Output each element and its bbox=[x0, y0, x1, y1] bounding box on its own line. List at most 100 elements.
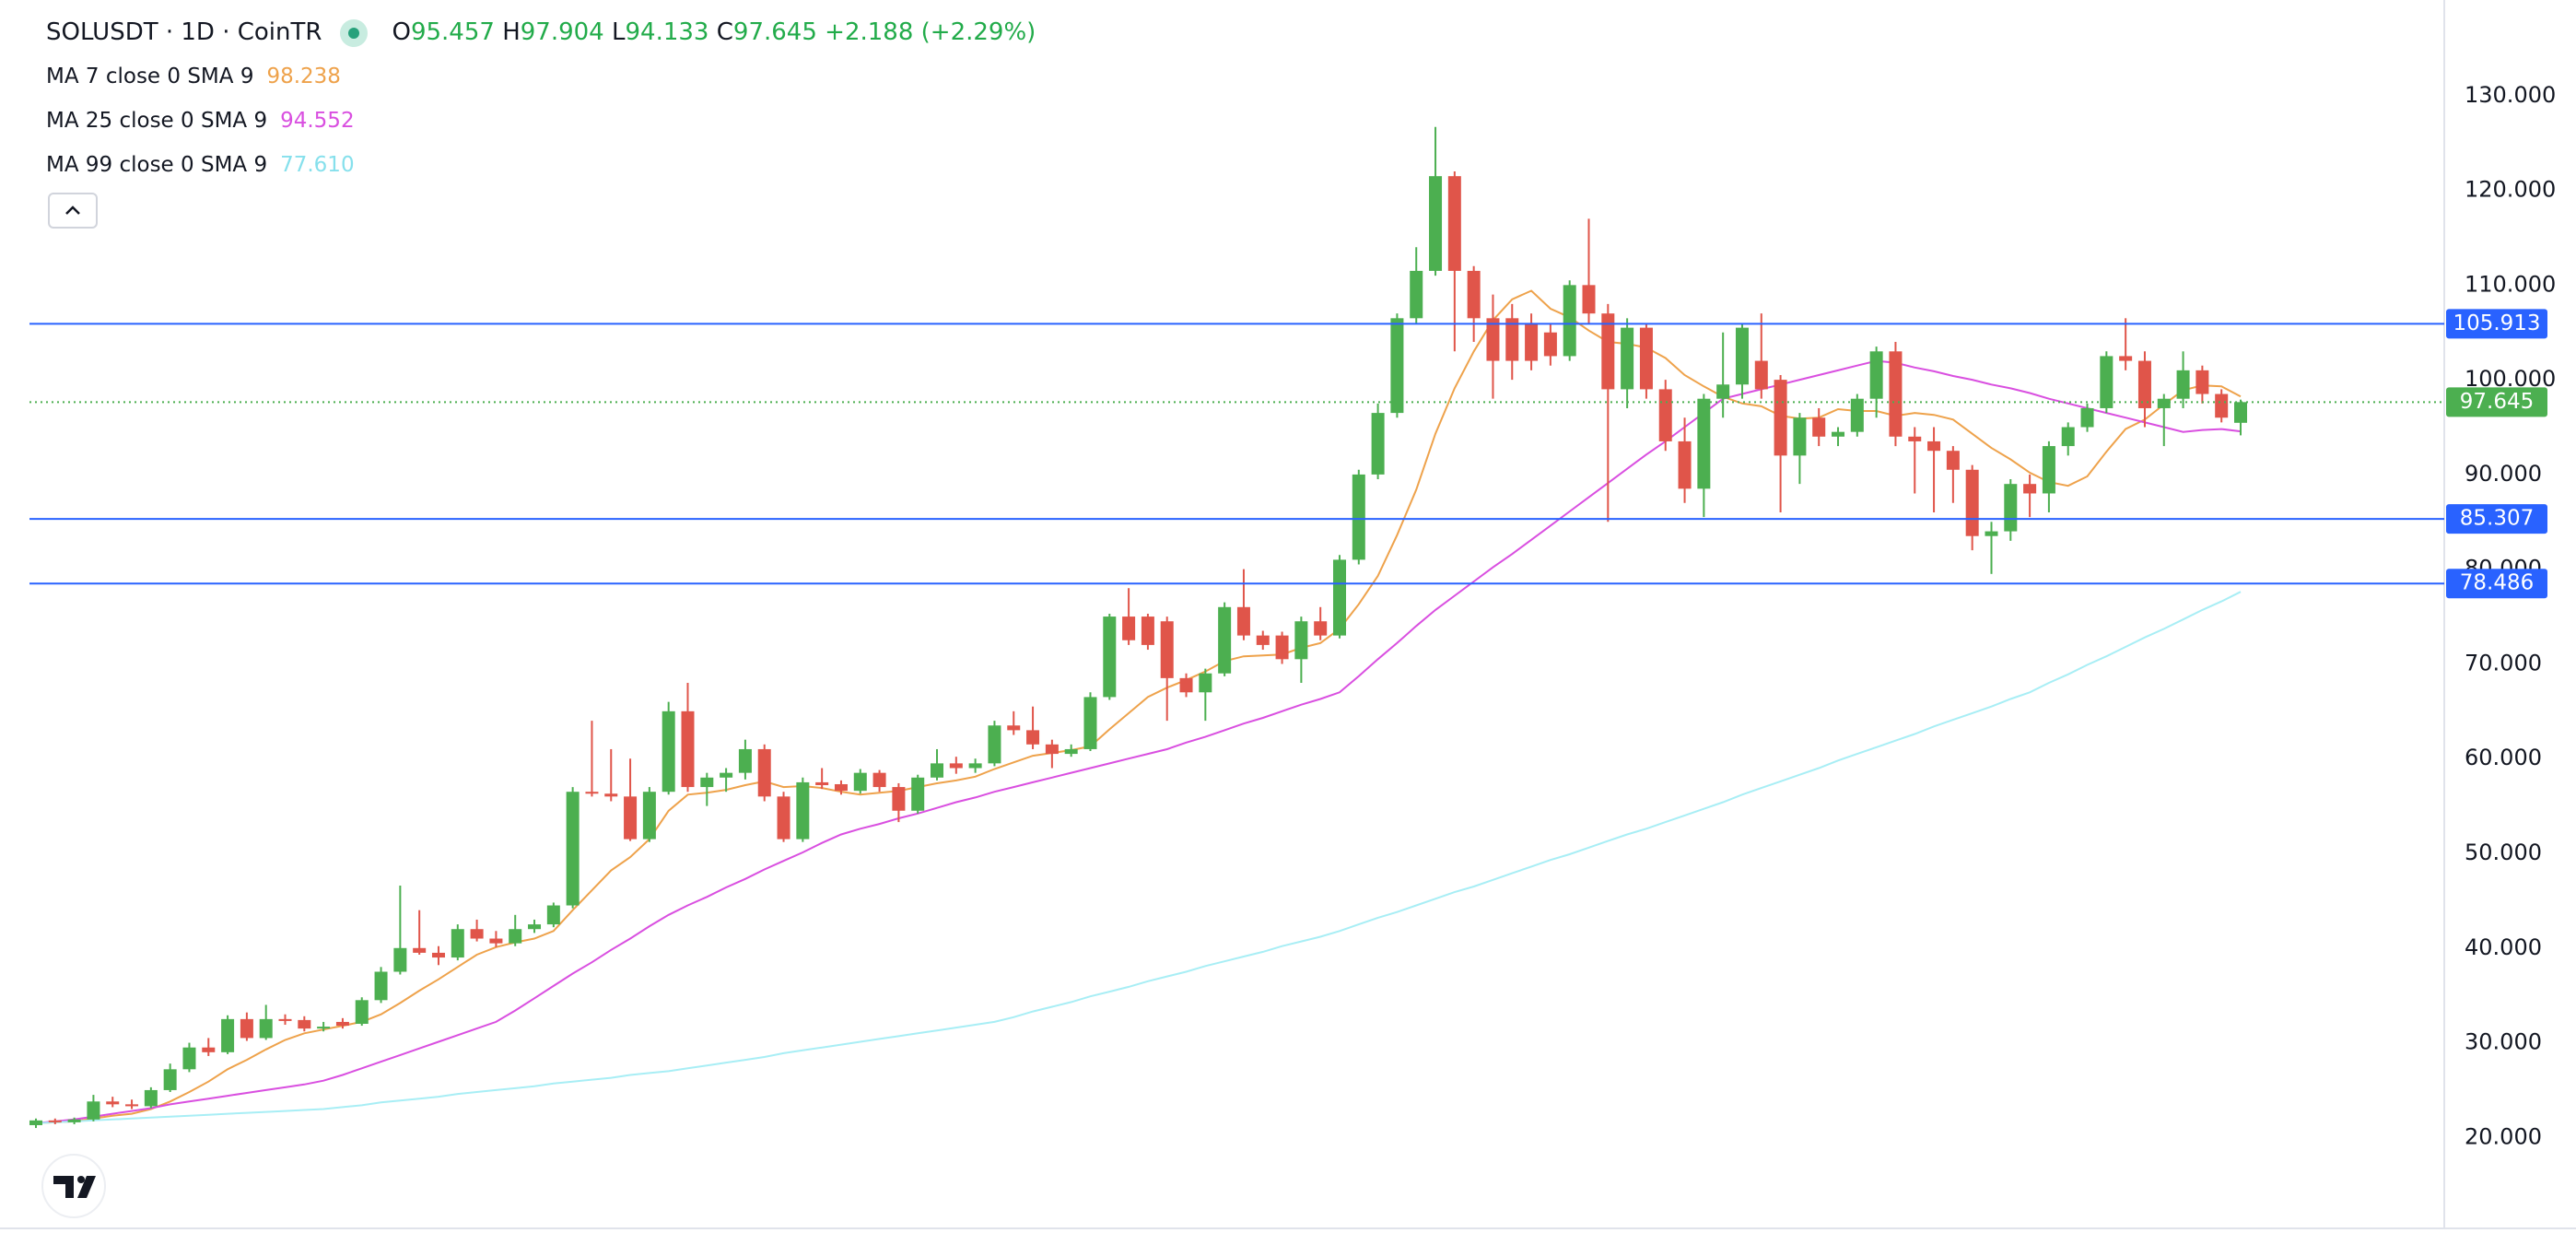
candle-body bbox=[566, 792, 580, 906]
candle-body bbox=[125, 1104, 139, 1107]
candle-body bbox=[1314, 621, 1328, 636]
candle-body bbox=[700, 777, 714, 788]
symbol: SOLUSDT · 1D · CoinTR bbox=[46, 18, 322, 46]
candle-body bbox=[777, 796, 790, 840]
candle-body bbox=[1467, 270, 1481, 319]
l-label: L bbox=[612, 18, 626, 46]
candle-body bbox=[2023, 484, 2037, 494]
candle-body bbox=[1447, 176, 1461, 271]
candle-body bbox=[1889, 351, 1903, 437]
candle-body bbox=[834, 783, 848, 792]
candle-body bbox=[298, 1019, 311, 1029]
collapse-button[interactable] bbox=[48, 193, 98, 229]
candle-body bbox=[509, 929, 522, 944]
candle-body bbox=[221, 1018, 235, 1052]
candle-body bbox=[489, 938, 503, 944]
candle-body bbox=[1946, 451, 1960, 470]
candle-body bbox=[2042, 446, 2055, 494]
candle-body bbox=[259, 1018, 273, 1039]
candle-body bbox=[681, 710, 695, 788]
tv-logo bbox=[41, 1154, 106, 1218]
l-value: 94.133 bbox=[625, 18, 709, 46]
last-price-label: 97.645 bbox=[2460, 390, 2534, 414]
y-tick-label: 120.000 bbox=[2465, 177, 2556, 203]
candle-body bbox=[1678, 440, 1692, 489]
candle-body bbox=[1543, 332, 1557, 357]
legend-value: 77.610 bbox=[280, 153, 355, 177]
candle-body bbox=[738, 748, 752, 773]
candle-body bbox=[1179, 677, 1193, 693]
candle-body bbox=[1658, 389, 1672, 441]
candle-body bbox=[1850, 398, 1864, 432]
level-label-box bbox=[2446, 309, 2547, 339]
symbol-header: SOLUSDT · 1D · CoinTR O95.457 H97.904 L94… bbox=[46, 18, 1036, 47]
y-tick-label: 60.000 bbox=[2465, 745, 2542, 770]
candle-body bbox=[29, 1120, 42, 1125]
candle-body bbox=[278, 1018, 292, 1021]
legend-value: 98.238 bbox=[266, 65, 341, 88]
legend-value: 94.552 bbox=[280, 109, 355, 133]
candle-body bbox=[1832, 431, 1845, 437]
candle-body bbox=[87, 1101, 100, 1120]
candle-body bbox=[1064, 748, 1078, 755]
legend-name: MA 7 close 0 SMA 9 bbox=[46, 65, 254, 88]
candle-body bbox=[67, 1119, 81, 1122]
candle-body bbox=[642, 792, 656, 840]
candle-body bbox=[2157, 398, 2171, 408]
candle-body bbox=[1199, 673, 1212, 693]
candle-body bbox=[1236, 606, 1250, 636]
candle-body bbox=[2195, 370, 2209, 394]
candle-body bbox=[1525, 323, 1539, 361]
y-tick-label: 50.000 bbox=[2465, 840, 2542, 865]
candle-body bbox=[1735, 327, 1749, 385]
h-label: H bbox=[502, 18, 521, 46]
candle-body bbox=[1486, 318, 1500, 361]
ma-line bbox=[35, 289, 2242, 1124]
candle-body bbox=[1410, 270, 1423, 319]
candle-body bbox=[1601, 313, 1615, 390]
candle-body bbox=[585, 792, 599, 794]
candle-body bbox=[2215, 393, 2229, 418]
legend-row: MA 99 close 0 SMA 9 77.610 bbox=[46, 153, 368, 177]
change: +2.188 bbox=[825, 18, 914, 46]
candle-body bbox=[604, 793, 618, 797]
candle-body bbox=[48, 1120, 62, 1122]
level-label: 85.307 bbox=[2460, 507, 2534, 531]
h-value: 97.904 bbox=[520, 18, 604, 46]
candle-body bbox=[1160, 621, 1174, 678]
candle-body bbox=[355, 1000, 369, 1025]
candle-body bbox=[1582, 285, 1596, 314]
candle-body bbox=[1122, 616, 1136, 640]
candle-body bbox=[528, 924, 542, 930]
candle-body bbox=[1141, 616, 1154, 645]
y-tick-label: 110.000 bbox=[2465, 271, 2556, 297]
candle-body bbox=[163, 1069, 177, 1090]
ma-line bbox=[35, 591, 2242, 1124]
candle-body bbox=[1256, 635, 1270, 645]
candle-body bbox=[1332, 559, 1346, 636]
candle-body bbox=[2061, 427, 2075, 447]
change-pct: (+2.29%) bbox=[920, 18, 1036, 46]
candle-body bbox=[911, 777, 925, 811]
candle-body bbox=[1083, 697, 1097, 749]
status-dot bbox=[340, 18, 369, 47]
candle-body bbox=[872, 772, 886, 788]
candle-body bbox=[2137, 360, 2151, 408]
candle-body bbox=[2176, 370, 2190, 399]
legend-name: MA 99 close 0 SMA 9 bbox=[46, 153, 268, 177]
legend-row: MA 7 close 0 SMA 9 98.238 bbox=[46, 65, 354, 88]
candle-body bbox=[182, 1047, 196, 1070]
level-label: 78.486 bbox=[2460, 571, 2534, 595]
candle-body bbox=[240, 1018, 253, 1039]
candle-body bbox=[431, 952, 445, 958]
level-label: 105.913 bbox=[2453, 311, 2540, 335]
candle-body bbox=[931, 763, 944, 778]
candle-body bbox=[317, 1027, 331, 1029]
candle-body bbox=[1103, 616, 1117, 698]
candle-body bbox=[1908, 436, 1922, 441]
level-label-box bbox=[2446, 569, 2547, 599]
candle-body bbox=[1754, 360, 1768, 390]
candle-body bbox=[968, 763, 982, 769]
last-price-box bbox=[2446, 387, 2547, 417]
